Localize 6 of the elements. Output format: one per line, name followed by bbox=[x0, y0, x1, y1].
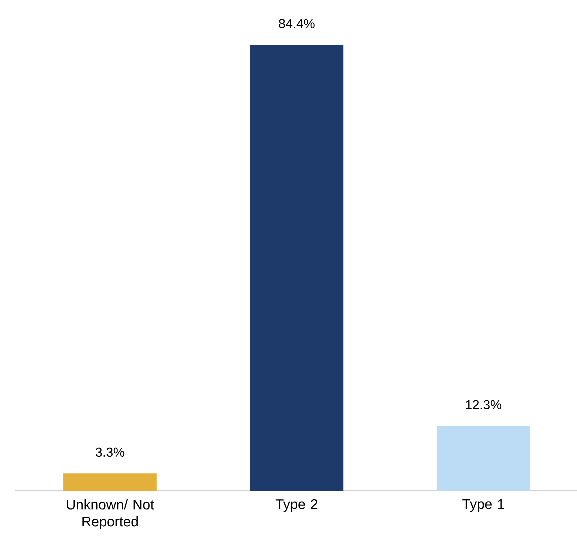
x-tick-label: Type 2 bbox=[276, 500, 318, 512]
x-tick-label: Type 1 bbox=[462, 500, 504, 512]
data-label: 12.3% bbox=[466, 400, 502, 410]
data-label: 3.3% bbox=[96, 448, 125, 458]
data-label: 84.4% bbox=[279, 19, 315, 28]
x-tick-label: Unknown/ Not Reported bbox=[67, 500, 154, 530]
